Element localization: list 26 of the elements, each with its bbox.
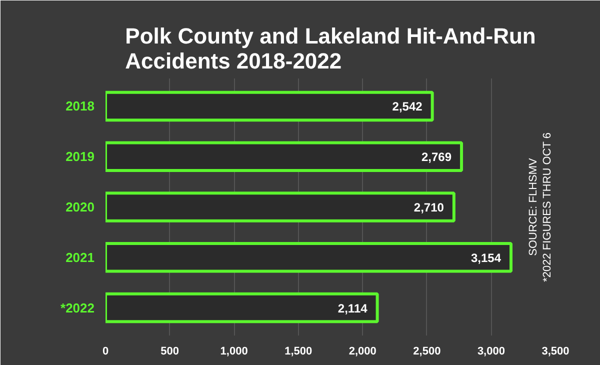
data-label: 2,542 <box>392 100 423 114</box>
annotation: SOURCE: FLHSMV <box>528 157 540 256</box>
y-tick-label: 2021 <box>66 250 94 265</box>
bar <box>106 242 513 273</box>
bar <box>106 292 379 324</box>
bar <box>106 90 434 122</box>
x-tick-label: 1,000 <box>220 346 248 358</box>
data-label: 3,154 <box>470 250 502 265</box>
y-tick-label: *2022 <box>60 300 95 316</box>
x-tick-label: 2,000 <box>348 346 376 358</box>
y-tick-label: 2020 <box>66 200 94 214</box>
x-tick-label: 3,500 <box>542 346 570 358</box>
x-tick-label: 2,500 <box>413 346 441 358</box>
annotation: *2022 FIGURES THRU OCT 6 <box>542 132 554 282</box>
x-tick-label: 3,000 <box>477 346 505 358</box>
y-tick-label: 2018 <box>66 98 94 114</box>
x-tick-label: 1,500 <box>284 346 312 358</box>
x-tick-label: 500 <box>160 346 179 358</box>
bar <box>106 141 464 172</box>
data-label: 2,710 <box>414 200 444 214</box>
x-tick-label: 0 <box>102 346 109 358</box>
data-label: 2,769 <box>421 150 452 164</box>
data-label: 2,114 <box>338 301 368 316</box>
bar <box>106 192 456 222</box>
y-tick-label: 2019 <box>66 149 94 164</box>
chart-title: Polk County and Lakeland Hit-And-Run Accidents 2018-2022 <box>125 24 536 74</box>
